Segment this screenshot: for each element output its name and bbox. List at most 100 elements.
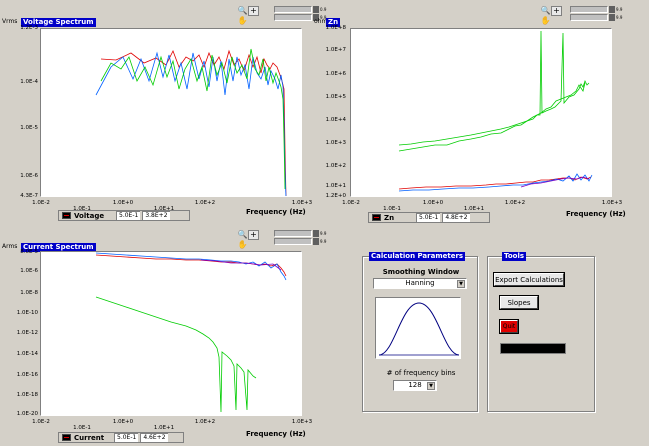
x-tick: 1.0E-1 [73,206,91,212]
x-tick: 1.0E+2 [504,200,526,206]
x-tick: 1.0E+1 [463,206,485,212]
frequency-bins-select[interactable]: 128 ▼ [393,380,437,391]
current-graph-toolbar: 🔍 ✋ + 9.9 9.9 [237,230,326,250]
zn-trace-red [398,176,592,190]
legend-value-start: 5.0E-1 [116,211,141,220]
x-tick: 1.0E-2 [32,200,50,206]
legend-value-end: 4.8E+2 [442,213,470,222]
smoothing-window-label: Smoothing Window [382,268,460,276]
y-tick: 1.0E-6 [20,173,38,179]
y-scale-button[interactable] [609,14,615,21]
x-tick: 1.0E+3 [601,200,623,206]
legend-value-start: 5.0E-1 [114,433,139,442]
plot-color-swatch[interactable] [372,214,381,221]
export-calculations-button[interactable]: Export Calculations [494,273,564,286]
x-scale-button[interactable] [313,6,319,13]
voltage-unit: Vrms [2,18,18,25]
voltage-trace-blue [95,51,287,196]
y-scale-button[interactable] [313,14,319,21]
x-scale-format: 9.9 [616,7,623,12]
y-scale-button[interactable] [313,238,319,245]
y-tick: 4.3E-7 [20,193,38,199]
x-tick: 1.0E+3 [291,419,313,425]
y-tick: 1.0E-6 [20,268,38,274]
hanning-curve-svg [378,302,460,356]
x-scale-format: 9.9 [320,231,327,236]
y-scale-field[interactable] [570,14,608,21]
y-tick: 1.0E-5 [20,125,38,131]
zoom-icon[interactable]: 🔍 [540,6,551,15]
voltage-x-axis-label: Frequency (Hz) [246,208,306,216]
y-scale-format: 9.9 [320,239,327,244]
y-tick: 8.0E-5 [20,249,38,255]
crosshair-icon[interactable]: + [248,6,259,16]
status-indicator [500,343,566,354]
voltage-trace-red [100,49,287,196]
calculation-parameters-title: Calculation Parameters [369,252,466,261]
zn-graph-title: Zn [326,18,341,27]
smoothing-window-select[interactable]: Hanning ▼ [373,278,467,289]
pan-icon[interactable]: ✋ [237,16,248,25]
voltage-plot-area[interactable] [40,28,302,197]
legend-value-end: 4.6E+2 [140,433,168,442]
voltage-legend[interactable]: Voltage 5.0E-1 3.8E+2 [58,210,190,221]
x-tick: 1.0E+2 [194,200,216,206]
zn-trace-green-upper [398,82,586,146]
zn-trace-blue [398,173,593,192]
legend-name: Zn [384,213,395,222]
x-scale-field[interactable] [570,6,608,13]
crosshair-icon[interactable]: + [551,6,562,16]
legend-value-end: 3.8E+2 [142,211,170,220]
y-scale-field[interactable] [274,238,312,245]
x-scale-field[interactable] [274,230,312,237]
y-tick: 1.0E+4 [325,117,346,123]
y-tick: 1.0E+7 [325,47,346,53]
x-scale-format: 0.9 [320,7,327,12]
pan-icon[interactable]: ✋ [540,16,551,25]
voltage-graph-toolbar: 🔍 ✋ + 0.9 9.9 [237,6,326,26]
x-scale-button[interactable] [609,6,615,13]
zn-unit: ohm [314,18,328,25]
zoom-icon[interactable]: 🔍 [237,6,248,15]
hanning-curve [378,302,460,356]
zn-trace-green-lower [398,30,590,152]
y-tick: 1.0E-18 [16,392,38,398]
quit-button[interactable]: Quit [500,320,518,333]
x-tick: 1.0E+1 [153,206,175,212]
tools-panel: Tools Export Calculations Slopes Quit [487,252,595,412]
legend-name: Voltage [74,211,105,220]
x-scale-field[interactable] [274,6,312,13]
legend-value-start: 5.0E-1 [416,213,441,222]
slopes-button[interactable]: Slopes [500,296,538,309]
voltage-trace-green [100,48,286,190]
x-tick: 1.0E+2 [194,419,216,425]
y-tick: 1.0E-16 [16,372,38,378]
zn-trace-purple [520,176,590,188]
frequency-bins-value: 128 [408,381,422,389]
zoom-icon[interactable]: 🔍 [237,230,248,239]
zn-legend[interactable]: Zn 5.0E-1 4.8E+2 [368,212,490,223]
y-tick: 1.0E+8 [325,25,346,31]
voltage-plot-svg [95,48,287,196]
current-legend[interactable]: Current 5.0E-1 4.6E+2 [58,432,184,443]
plot-color-swatch[interactable] [62,434,71,441]
y-tick: 1.0E-4 [20,79,38,85]
y-scale-field[interactable] [274,14,312,21]
legend-name: Current [74,433,105,442]
chevron-down-icon[interactable]: ▼ [427,382,435,390]
x-tick: 1.0E+0 [422,200,444,206]
x-tick: 1.0E+0 [112,419,134,425]
y-tick: 1.2E-3 [20,25,38,31]
x-tick: 1.0E+1 [153,425,175,431]
zn-plot-area[interactable] [350,28,612,197]
pan-icon[interactable]: ✋ [237,240,248,249]
current-trace-green [95,296,257,413]
crosshair-icon[interactable]: + [248,230,259,240]
smoothing-window-value: Hanning [405,279,435,287]
y-tick: 1.0E-10 [16,310,38,316]
y-tick: 1.0E+3 [325,140,346,146]
x-scale-button[interactable] [313,230,319,237]
chevron-down-icon[interactable]: ▼ [457,280,465,288]
plot-color-swatch[interactable] [62,212,71,219]
current-plot-area[interactable] [40,251,302,416]
